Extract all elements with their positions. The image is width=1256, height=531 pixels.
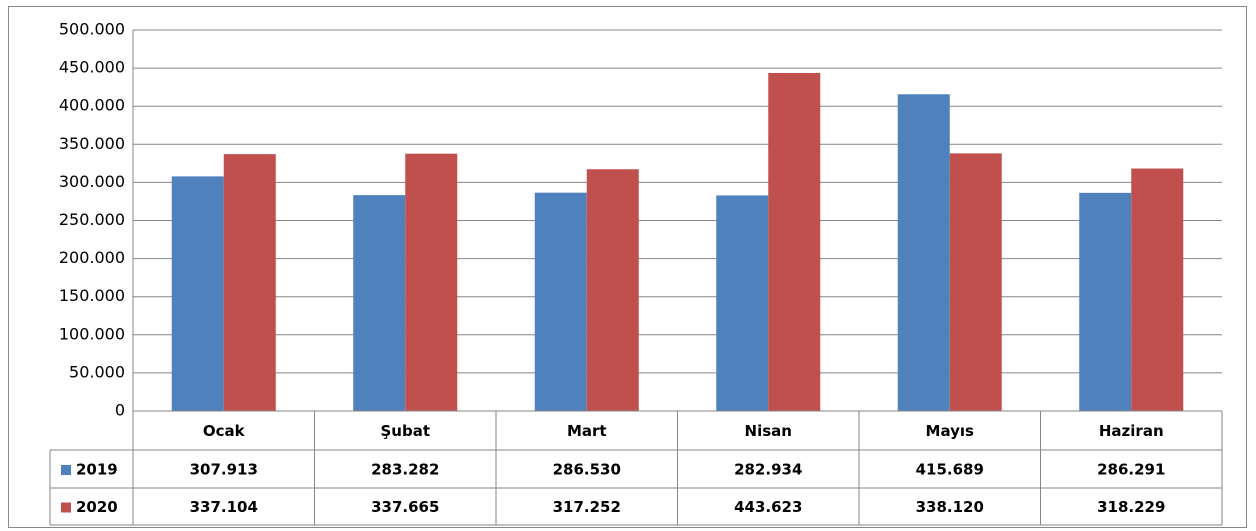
y-tick-label: 100.000 — [59, 324, 125, 343]
bar — [768, 72, 821, 411]
data-label: 286.291 — [1097, 461, 1165, 479]
data-label: 338.120 — [916, 498, 984, 516]
bar — [949, 153, 1002, 412]
x-tick-label: Şubat — [380, 422, 430, 440]
data-label: 318.229 — [1097, 498, 1165, 516]
data-label: 317.252 — [553, 498, 621, 516]
y-tick-label: 50.000 — [69, 362, 125, 381]
x-tick-label: Nisan — [745, 422, 792, 440]
data-label: 337.665 — [371, 498, 439, 516]
bar — [1131, 168, 1184, 411]
y-tick-label: 300.000 — [59, 172, 125, 191]
data-label: 443.623 — [734, 498, 802, 516]
y-tick-label: 400.000 — [59, 96, 125, 115]
data-label: 286.530 — [553, 461, 621, 479]
bar — [171, 176, 224, 411]
bar — [534, 192, 587, 411]
x-tick-label: Mart — [567, 422, 607, 440]
bar — [586, 169, 639, 411]
data-label: 307.913 — [190, 461, 258, 479]
x-tick-label: Haziran — [1099, 422, 1164, 440]
bar — [405, 153, 458, 411]
y-tick-label: 500.000 — [59, 20, 125, 39]
bar — [223, 154, 276, 411]
legend-label: 2020 — [76, 498, 118, 516]
y-tick-label: 250.000 — [59, 210, 125, 229]
data-label: 283.282 — [371, 461, 439, 479]
bar — [1079, 192, 1132, 411]
x-tick-label: Mayıs — [926, 422, 975, 440]
y-tick-label: 450.000 — [59, 58, 125, 77]
data-label: 415.689 — [916, 461, 984, 479]
bar — [716, 195, 769, 411]
y-tick-label: 350.000 — [59, 134, 125, 153]
y-tick-label: 200.000 — [59, 248, 125, 267]
legend-swatch — [61, 465, 71, 475]
legend-label: 2019 — [76, 461, 118, 479]
bar — [897, 94, 950, 411]
y-tick-label: 150.000 — [59, 286, 125, 305]
data-label: 282.934 — [734, 461, 802, 479]
data-label: 337.104 — [190, 498, 258, 516]
y-tick-label: 0 — [115, 401, 125, 420]
bar — [353, 195, 406, 411]
x-tick-label: Ocak — [203, 422, 246, 440]
legend-swatch — [61, 502, 71, 513]
